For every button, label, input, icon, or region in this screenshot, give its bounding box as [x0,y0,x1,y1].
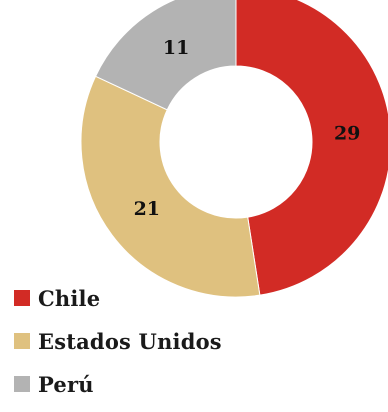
legend-item-estados-unidos: Estados Unidos [14,326,222,356]
legend-item-peru: Perú [14,369,222,399]
slice-estados-unidos [80,75,261,298]
data-label-estados-unidos: 21 [134,198,160,220]
donut-chart: 29 21 11 [80,0,388,298]
legend-swatch-chile [14,290,30,306]
slice-per [94,0,237,111]
data-label-per: 11 [163,37,189,59]
legend-label-chile: Chile [38,285,101,311]
legend-swatch-estados-unidos [14,333,30,349]
slice-chile [235,0,388,296]
legend-swatch-peru [14,376,30,392]
legend: Chile Estados Unidos Perú [14,283,222,412]
legend-label-estados-unidos: Estados Unidos [38,328,222,354]
legend-label-peru: Perú [38,371,94,397]
legend-item-chile: Chile [14,283,222,313]
data-label-chile: 29 [334,122,360,144]
